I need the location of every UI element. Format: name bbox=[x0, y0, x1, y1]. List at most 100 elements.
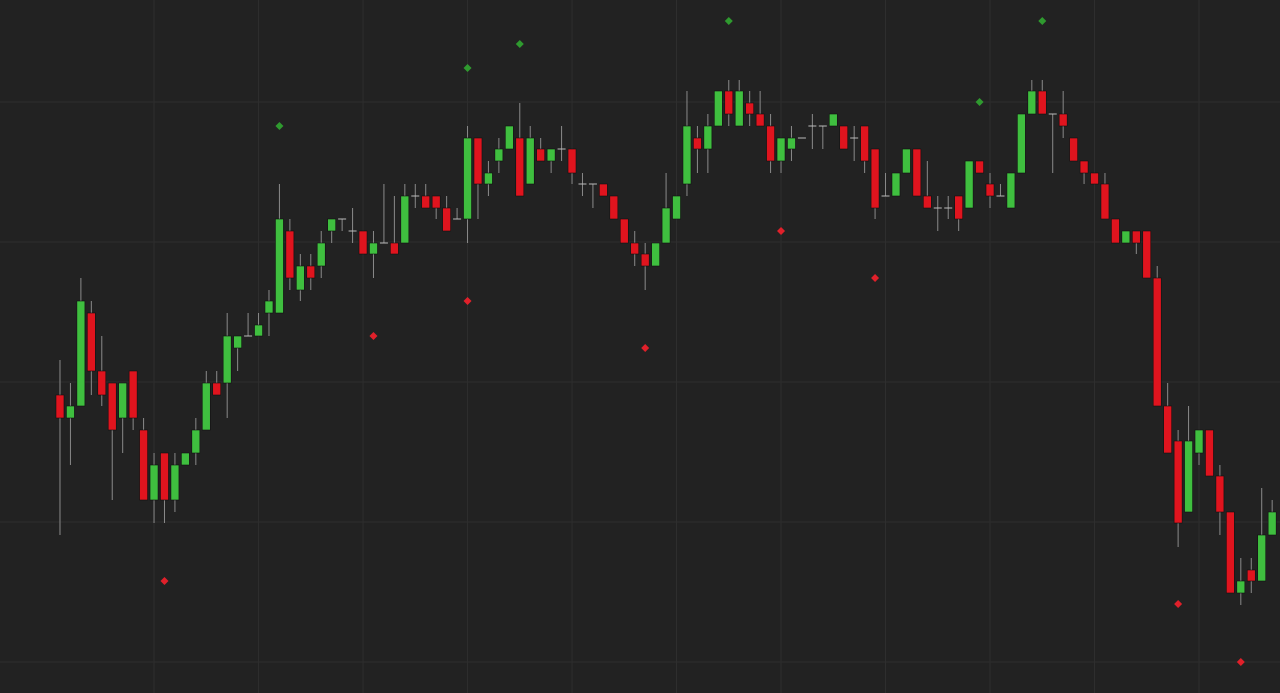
marker bbox=[160, 577, 169, 585]
candle-body bbox=[390, 242, 399, 255]
marker bbox=[724, 17, 733, 25]
candle-body bbox=[233, 335, 242, 349]
candle-body bbox=[536, 148, 545, 162]
candle-body bbox=[609, 195, 619, 220]
candle-body bbox=[1215, 475, 1225, 513]
candle-body bbox=[651, 242, 660, 267]
candle-body bbox=[212, 382, 222, 396]
candle-body bbox=[766, 125, 775, 162]
candle-body bbox=[891, 172, 901, 197]
candle-body bbox=[369, 242, 378, 255]
candle-body bbox=[463, 137, 472, 220]
marker bbox=[369, 332, 378, 340]
candle-body bbox=[222, 335, 232, 384]
candle-body bbox=[1257, 534, 1267, 582]
candle-body bbox=[149, 464, 159, 501]
candle-body bbox=[734, 90, 744, 127]
candle-body bbox=[1132, 230, 1141, 244]
candle-body bbox=[724, 90, 734, 115]
candle-body bbox=[1194, 429, 1204, 454]
candle-body bbox=[97, 370, 107, 396]
candle-body bbox=[285, 230, 295, 279]
candle-body bbox=[505, 125, 514, 150]
candle-body bbox=[975, 160, 984, 174]
marker bbox=[1174, 600, 1183, 608]
candle-body bbox=[1267, 511, 1277, 536]
candle-body bbox=[839, 125, 849, 150]
candle-body bbox=[1090, 172, 1099, 185]
candle-body bbox=[1205, 429, 1214, 477]
candle-body bbox=[1027, 90, 1037, 115]
marker bbox=[777, 227, 786, 235]
candle-body bbox=[902, 148, 911, 174]
candle-body bbox=[181, 452, 190, 466]
candle-body bbox=[923, 195, 932, 209]
candle-body bbox=[1163, 405, 1172, 454]
candle-body bbox=[128, 370, 138, 419]
marker bbox=[975, 98, 984, 106]
candle-body bbox=[703, 125, 713, 150]
candle-body bbox=[160, 452, 169, 501]
candle-body bbox=[296, 265, 305, 291]
marker bbox=[641, 344, 650, 352]
candle-body bbox=[546, 148, 556, 162]
candle-body bbox=[191, 429, 201, 454]
candle-body bbox=[494, 148, 504, 162]
candle-body bbox=[860, 125, 869, 162]
candle-body bbox=[327, 218, 336, 232]
candle-body bbox=[306, 265, 316, 279]
candle-body bbox=[1079, 160, 1089, 174]
candle-body bbox=[755, 113, 765, 127]
candle-body bbox=[661, 207, 671, 244]
candle-body bbox=[693, 137, 702, 150]
candle-body bbox=[1100, 183, 1110, 220]
candle-body bbox=[358, 230, 368, 255]
candle-body bbox=[1184, 440, 1193, 513]
candle-body bbox=[1152, 277, 1162, 407]
candle-body bbox=[619, 218, 629, 244]
candle-body bbox=[630, 242, 640, 255]
candle-body bbox=[1058, 113, 1068, 127]
candle-body bbox=[672, 195, 681, 220]
marker bbox=[1236, 658, 1245, 666]
candle-body bbox=[55, 394, 65, 419]
candle-body bbox=[515, 137, 525, 197]
candle-body bbox=[954, 195, 963, 220]
candle-body bbox=[275, 218, 284, 314]
candle-body bbox=[964, 160, 974, 209]
candle-body bbox=[1017, 113, 1026, 174]
candle-body bbox=[1111, 218, 1120, 244]
candle-body bbox=[870, 148, 880, 209]
marker bbox=[515, 40, 524, 48]
marker bbox=[871, 274, 880, 282]
marker bbox=[463, 297, 472, 305]
candle-body bbox=[473, 137, 483, 185]
candle-body bbox=[107, 382, 117, 431]
candle-body bbox=[1069, 137, 1078, 162]
candle-body bbox=[484, 172, 493, 185]
candle-body bbox=[264, 300, 274, 314]
candle-body bbox=[316, 242, 326, 267]
candle-body bbox=[525, 137, 535, 185]
candle-body bbox=[400, 195, 410, 244]
candle-body bbox=[118, 382, 127, 419]
candle-body bbox=[1142, 230, 1152, 279]
candle-body bbox=[254, 324, 263, 337]
candle-body bbox=[66, 405, 75, 419]
candle-body bbox=[912, 148, 922, 197]
candle-body bbox=[776, 137, 786, 162]
candle-body bbox=[985, 183, 995, 197]
marker bbox=[275, 122, 284, 130]
candle-body bbox=[87, 312, 96, 372]
candle-body bbox=[139, 429, 148, 501]
marker bbox=[1038, 17, 1047, 25]
candle-body bbox=[442, 207, 451, 232]
candle-body bbox=[1226, 511, 1235, 594]
candle-body bbox=[787, 137, 796, 150]
candle-body bbox=[640, 253, 650, 267]
candle-body bbox=[714, 90, 723, 127]
candle-body bbox=[1121, 230, 1131, 244]
